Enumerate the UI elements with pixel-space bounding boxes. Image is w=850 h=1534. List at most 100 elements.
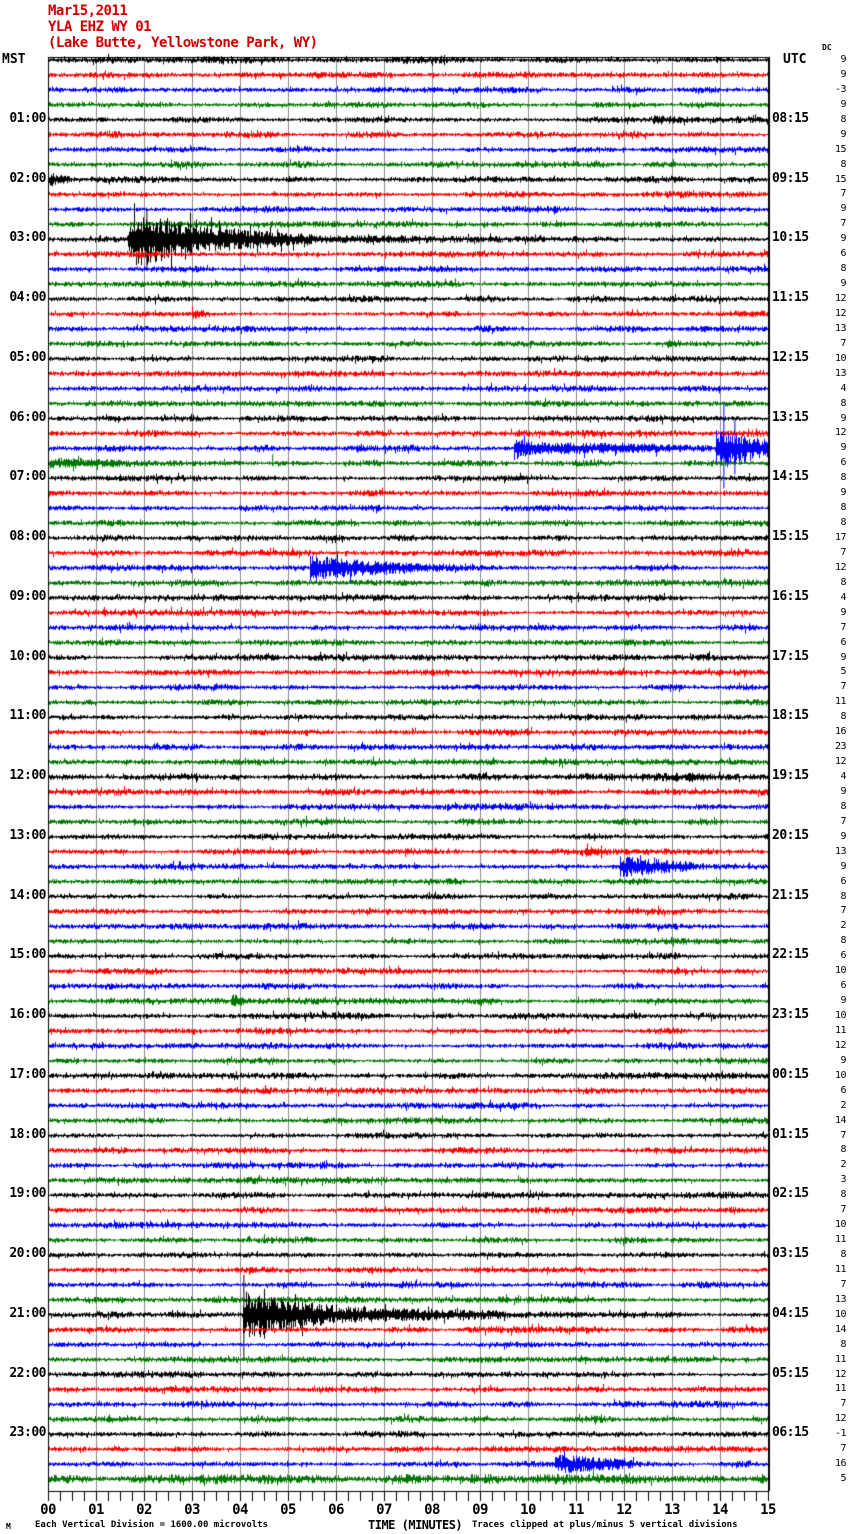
utc-hour-label: 11:15 xyxy=(772,290,809,305)
dc-value: 6 xyxy=(840,950,846,962)
mst-hour-label: 15:00 xyxy=(9,947,46,963)
dc-value: 8 xyxy=(840,576,846,588)
dc-value: 2 xyxy=(840,920,846,932)
dc-value: 13 xyxy=(834,322,847,334)
dc-value: 9 xyxy=(840,54,846,65)
dc-value: 8 xyxy=(840,472,846,484)
dc-value: 4 xyxy=(840,382,846,394)
dc-value: 6 xyxy=(840,457,846,469)
x-tick-label: 09 xyxy=(472,1502,488,1518)
dc-value: 7 xyxy=(840,1204,846,1216)
dc-value: 5 xyxy=(840,1473,846,1485)
dc-value: 8 xyxy=(840,263,846,275)
mst-hour-label: 16:00 xyxy=(9,1007,46,1022)
mst-hour-label: 10:00 xyxy=(9,648,46,664)
utc-hour-label: 06:15 xyxy=(772,1425,809,1441)
x-tick-label: 07 xyxy=(376,1502,392,1518)
dc-value: 8 xyxy=(840,1338,846,1350)
header-location: (Lake Butte, Yellowstone Park, WY) xyxy=(48,35,318,51)
dc-value: 10 xyxy=(834,1308,847,1320)
utc-hour-label: 08:15 xyxy=(772,110,809,126)
x-tick-label: 02 xyxy=(136,1502,152,1518)
utc-hour-label: 19:15 xyxy=(772,768,809,783)
dc-value: 12 xyxy=(834,1039,847,1051)
utc-hour-label: 09:15 xyxy=(772,170,809,186)
dc-value: 6 xyxy=(840,248,846,260)
x-tick-label: 13 xyxy=(664,1502,680,1518)
dc-value: 9 xyxy=(840,995,846,1007)
mst-hour-label: 14:00 xyxy=(9,887,46,903)
dc-value: 14 xyxy=(834,1114,847,1126)
dc-value: 7 xyxy=(840,681,846,693)
left-timezone-label: MST xyxy=(2,52,26,67)
mst-hour-label: 07:00 xyxy=(9,469,46,485)
utc-hour-label: 00:15 xyxy=(772,1066,809,1082)
dc-value: 7 xyxy=(840,188,846,200)
dc-value: 10 xyxy=(834,965,847,977)
dc-value: 9 xyxy=(840,203,846,215)
dc-value: 11 xyxy=(834,1234,847,1246)
dc-value: 7 xyxy=(840,1398,846,1410)
utc-hour-label: 13:15 xyxy=(772,409,809,425)
x-tick-label: 14 xyxy=(712,1502,728,1518)
dc-value: 12 xyxy=(834,756,847,768)
x-tick-label: 10 xyxy=(520,1502,536,1518)
dc-value: 11 xyxy=(834,1353,847,1365)
mst-hour-label: 01:00 xyxy=(9,110,46,126)
utc-hour-label: 12:15 xyxy=(772,349,809,365)
header-station: YLA EHZ WY 01 xyxy=(48,19,152,35)
dc-value: 23 xyxy=(834,741,847,753)
dc-value: 7 xyxy=(840,815,846,827)
mst-hour-label: 08:00 xyxy=(9,529,46,544)
dc-value: 12 xyxy=(834,293,847,304)
dc-value: 8 xyxy=(840,502,846,514)
dc-value: 11 xyxy=(834,1024,847,1036)
dc-value: 9 xyxy=(840,68,846,80)
dc-value: 10 xyxy=(834,1219,847,1231)
dc-value: 2 xyxy=(840,1099,846,1111)
x-tick-label: 03 xyxy=(184,1502,200,1518)
dc-value: 12 xyxy=(834,307,847,319)
dc-value: 7 xyxy=(840,1129,846,1141)
utc-hour-label: 10:15 xyxy=(772,230,809,246)
utc-hour-label: 16:15 xyxy=(772,588,809,604)
dc-value: 4 xyxy=(840,591,846,603)
x-tick-label: 05 xyxy=(280,1502,296,1518)
x-tick-label: 00 xyxy=(40,1502,56,1518)
dc-value: 8 xyxy=(840,711,846,723)
mst-hour-label: 19:00 xyxy=(9,1186,46,1202)
dc-value: 13 xyxy=(834,367,847,379)
mst-hour-label: 11:00 xyxy=(9,708,46,724)
dc-value: 9 xyxy=(840,98,846,110)
dc-value: 10 xyxy=(834,1069,847,1081)
dc-value: 12 xyxy=(834,1368,847,1380)
dc-value: 9 xyxy=(840,442,846,454)
mst-hour-label: 18:00 xyxy=(9,1126,46,1142)
footer-scale-note: Each Vertical Division = 1600.00 microvo… xyxy=(35,1520,268,1530)
dc-value: 12 xyxy=(834,561,847,573)
dc-value: 9 xyxy=(840,860,846,872)
dc-value: 7 xyxy=(840,1278,846,1290)
dc-value: 15 xyxy=(834,173,847,185)
utc-hour-label: 04:15 xyxy=(772,1305,809,1321)
x-tick-label: 15 xyxy=(760,1502,776,1518)
mst-hour-label: 09:00 xyxy=(9,588,46,604)
dc-value: 10 xyxy=(834,352,847,364)
dc-value: 8 xyxy=(840,890,846,902)
dc-value: 8 xyxy=(840,1249,846,1260)
dc-value: -3 xyxy=(834,83,847,95)
dc-value: 7 xyxy=(840,546,846,558)
mst-hour-label: 23:00 xyxy=(9,1425,46,1441)
utc-hour-label: 14:15 xyxy=(772,469,809,485)
mst-hour-label: 12:00 xyxy=(9,768,46,783)
dc-value: 7 xyxy=(840,1443,846,1455)
dc-value: 8 xyxy=(840,1189,846,1201)
header-date: Mar15,2011 xyxy=(48,3,128,19)
dc-value: 8 xyxy=(840,800,846,812)
footer-mark: M xyxy=(6,1522,11,1531)
dc-value: 6 xyxy=(840,1084,846,1096)
dc-value: 12 xyxy=(834,1413,847,1425)
dc-value: 7 xyxy=(840,905,846,917)
dc-value: 11 xyxy=(834,696,847,708)
